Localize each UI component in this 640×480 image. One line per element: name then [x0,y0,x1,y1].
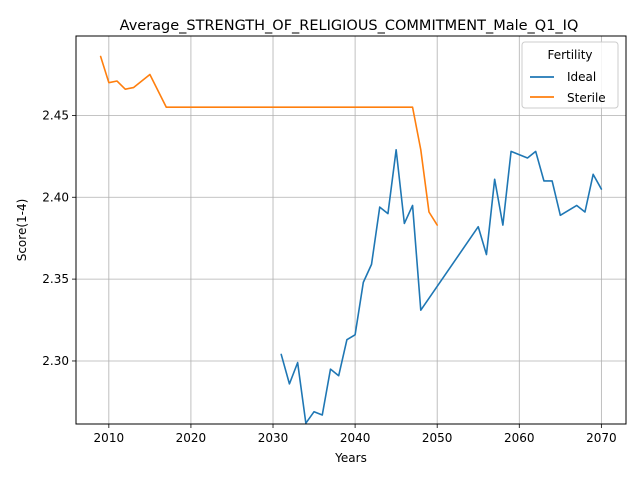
chart-title: Average_STRENGTH_OF_RELIGIOUS_COMMITMENT… [120,18,579,34]
y-tick-label: 2.40 [42,190,69,204]
grid-lines [76,36,626,424]
legend-label-ideal: Ideal [567,70,596,84]
x-axis-label: Years [334,451,367,465]
x-tick-label: 2020 [176,431,207,445]
x-tick-label: 2030 [258,431,289,445]
x-tick-label: 2070 [586,431,617,445]
y-axis-label: Score(1-4) [15,199,29,262]
legend-box [521,41,619,109]
plot-frame [75,35,627,425]
x-tick-label: 2010 [94,431,125,445]
y-tick-label: 2.45 [42,108,69,122]
x-axis-ticks: 2010 2020 2030 2040 2050 2060 2070 [94,424,617,445]
y-axis-ticks: 2.30 2.35 2.40 2.45 [42,108,76,368]
series-layer [99,55,603,424]
y-tick-label: 2.35 [42,272,69,286]
x-tick-label: 2040 [340,431,371,445]
series-line-sterile [99,55,438,226]
x-tick-label: 2060 [504,431,535,445]
legend: Fertility Ideal Sterile [521,41,619,109]
legend-label-sterile: Sterile [567,91,606,105]
legend-title: Fertility [547,48,592,62]
y-tick-label: 2.30 [42,354,69,368]
x-tick-label: 2050 [422,431,453,445]
series-line-ideal [280,148,603,424]
